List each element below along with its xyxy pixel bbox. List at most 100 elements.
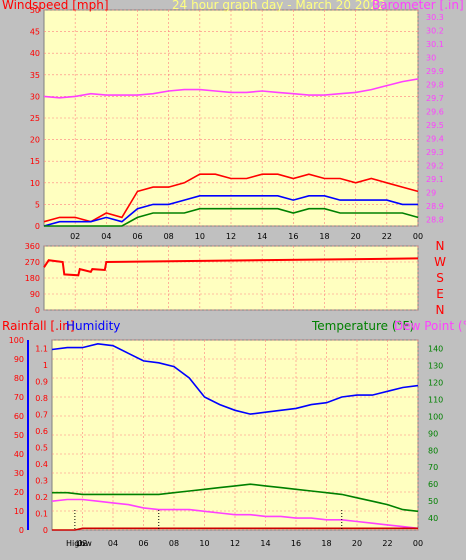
barometer-tick-label: 28.8 bbox=[426, 215, 444, 224]
series-line-windspeed-average bbox=[43, 195, 418, 227]
barometer-tick-label: 29.9 bbox=[426, 67, 444, 76]
humidity-tick-label: 50 bbox=[14, 431, 24, 440]
windspeed-tick-label: 30 bbox=[30, 92, 40, 101]
barometer-tick-label: 29 bbox=[426, 188, 436, 197]
series-line-dew-point bbox=[51, 498, 419, 530]
temperature-tick-label: 140 bbox=[428, 344, 443, 353]
barometer-tick-label: 30.2 bbox=[426, 26, 444, 35]
temperature-label: Temperature (°F) bbox=[311, 319, 414, 333]
barometer-tick-label: 29.2 bbox=[426, 161, 444, 170]
time-tick-label: 00 bbox=[413, 232, 423, 241]
rainfall-tick-label: 0.4 bbox=[35, 460, 48, 469]
time-tick-label: 20 bbox=[352, 539, 362, 548]
rainfall-label: Rainfall [.in] bbox=[2, 319, 75, 333]
time-tick-label: 18 bbox=[321, 539, 331, 548]
temperature-tick-label: 50 bbox=[428, 497, 438, 506]
barometer-tick-label: 30.1 bbox=[426, 40, 444, 49]
barometer-tick-label: 30.3 bbox=[426, 13, 444, 22]
barometer-tick-label: 28.9 bbox=[426, 202, 444, 211]
barometer-label: Barometer [.in] bbox=[372, 0, 464, 12]
series-line-wind-direction bbox=[43, 257, 419, 277]
time-tick-label: 10 bbox=[195, 232, 205, 241]
time-tick-label: 16 bbox=[291, 539, 301, 548]
humidity-tick-label: 60 bbox=[14, 412, 24, 421]
time-tick-label: 02 bbox=[77, 539, 87, 548]
humidity-tick-label: 80 bbox=[14, 374, 24, 383]
series-line-humidity bbox=[51, 342, 419, 415]
compass-letter: N bbox=[436, 239, 445, 253]
rainfall-tick-label: 0.8 bbox=[35, 394, 48, 403]
barometer-tick-label: 29.7 bbox=[426, 94, 444, 103]
time-tick-label: 18 bbox=[319, 232, 329, 241]
direction-tick-label: 360 bbox=[25, 242, 40, 251]
windspeed-label: Windspeed [mph] bbox=[2, 0, 109, 12]
windspeed-tick-label: 35 bbox=[30, 71, 40, 80]
rainfall-tick-label: 0.5 bbox=[35, 443, 48, 452]
humidity-tick-label: 40 bbox=[14, 450, 24, 459]
temperature-tick-label: 90 bbox=[428, 429, 438, 438]
time-tick-label: 06 bbox=[138, 539, 148, 548]
chart-title: 24 hour graph day - March 20 2022 bbox=[172, 0, 385, 12]
dewpoint-label: Dew Point (°F) bbox=[394, 319, 466, 333]
rainfall-tick-label: 1 bbox=[43, 361, 48, 370]
time-tick-label: 14 bbox=[260, 539, 270, 548]
windspeed-tick-label: 10 bbox=[30, 179, 40, 188]
rainfall-tick-label: 0.6 bbox=[35, 427, 48, 436]
time-tick-label: 12 bbox=[226, 232, 236, 241]
direction-tick-label: 90 bbox=[30, 290, 40, 299]
time-tick-label: 04 bbox=[101, 232, 111, 241]
temperature-tick-label: 40 bbox=[428, 514, 438, 523]
compass-letter: W bbox=[434, 255, 446, 269]
rainfall-tick-label: 0.9 bbox=[35, 377, 48, 386]
barometer-tick-label: 29.6 bbox=[426, 107, 444, 116]
barometer-tick-label: 29.3 bbox=[426, 148, 444, 157]
barometer-tick-label: 29.4 bbox=[426, 134, 444, 143]
temperature-tick-label: 100 bbox=[428, 412, 443, 421]
rainfall-tick-label: 0 bbox=[43, 526, 48, 535]
humidity-tick-label: 30 bbox=[14, 469, 24, 478]
time-tick-label: 10 bbox=[199, 539, 209, 548]
series-line-wind-gust-minimum bbox=[44, 207, 419, 227]
high-marker-label: High bbox=[66, 539, 84, 548]
time-tick-label: 12 bbox=[230, 539, 240, 548]
temperature-tick-label: 120 bbox=[428, 378, 443, 387]
windspeed-tick-label: 45 bbox=[30, 28, 40, 37]
direction-tick-label: 270 bbox=[25, 258, 40, 267]
humidity-tick-label: 0 bbox=[19, 526, 24, 535]
time-tick-label: 08 bbox=[169, 539, 179, 548]
windspeed-tick-label: 25 bbox=[30, 114, 40, 123]
series-line-rainfall bbox=[52, 527, 418, 531]
compass-letter: S bbox=[436, 271, 444, 285]
windspeed-tick-label: 5 bbox=[35, 200, 40, 209]
temperature-tick-label: 110 bbox=[428, 395, 443, 404]
time-tick-label: 08 bbox=[164, 232, 174, 241]
rainfall-tick-label: 0.2 bbox=[35, 493, 48, 502]
temperature-tick-label: 70 bbox=[428, 463, 438, 472]
compass-letter: E bbox=[436, 287, 444, 301]
direction-tick-label: 180 bbox=[25, 274, 40, 283]
rainfall-tick-label: 0.3 bbox=[35, 476, 48, 485]
barometer-tick-label: 29.5 bbox=[426, 121, 444, 130]
temperature-tick-label: 60 bbox=[428, 480, 438, 489]
rainfall-tick-label: 0.7 bbox=[35, 410, 48, 419]
low-marker-label: Low bbox=[76, 539, 92, 548]
time-tick-label: 02 bbox=[70, 232, 80, 241]
barometer-tick-label: 29.8 bbox=[426, 80, 444, 89]
time-tick-label: 14 bbox=[257, 232, 267, 241]
direction-tick-label: 0 bbox=[35, 306, 40, 315]
time-tick-label: 16 bbox=[288, 232, 298, 241]
humidity-tick-label: 20 bbox=[14, 488, 24, 497]
barometer-tick-label: 30 bbox=[426, 53, 436, 62]
windspeed-tick-label: 15 bbox=[30, 157, 40, 166]
temperature-tick-label: 130 bbox=[428, 361, 443, 370]
rainfall-tick-label: 1.1 bbox=[35, 344, 48, 353]
barometer-tick-label: 29.1 bbox=[426, 175, 444, 184]
compass-letter: N bbox=[436, 303, 445, 317]
windspeed-tick-label: 0 bbox=[35, 222, 40, 231]
windspeed-tick-label: 50 bbox=[30, 6, 40, 15]
humidity-tick-label: 70 bbox=[14, 393, 24, 402]
humidity-label: Humidity bbox=[66, 319, 120, 333]
humidity-tick-label: 90 bbox=[14, 355, 24, 364]
